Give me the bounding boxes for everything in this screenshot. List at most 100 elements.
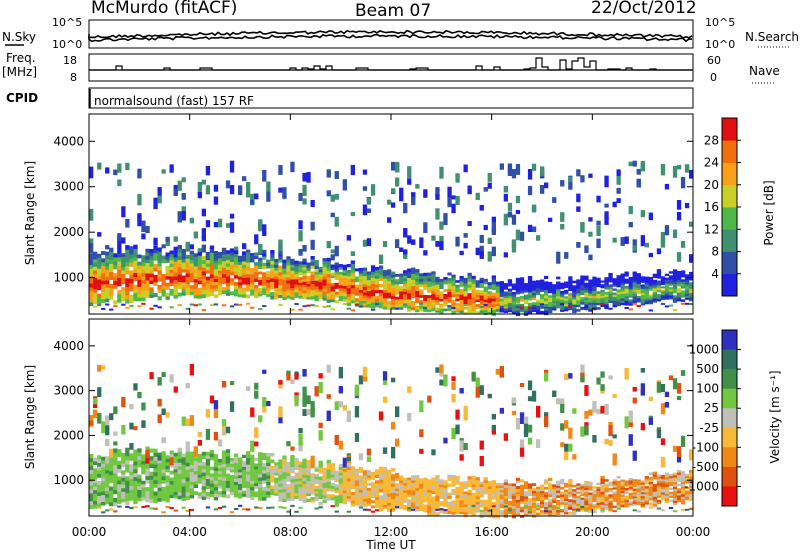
heat-cell <box>382 475 388 479</box>
heat-cell <box>254 471 259 475</box>
heat-cell <box>572 305 577 307</box>
heat-cell <box>93 255 98 260</box>
heat-cell <box>310 280 315 285</box>
heat-cell <box>443 487 448 491</box>
heat-cell <box>463 285 468 289</box>
heat-cell <box>407 299 412 303</box>
heat-cell <box>205 252 211 260</box>
heat-cell <box>676 382 682 394</box>
heat-cell <box>217 476 223 480</box>
heat-cell <box>451 285 456 289</box>
heat-cell <box>640 290 645 294</box>
heat-cell <box>242 493 247 497</box>
heat-cell <box>342 482 347 486</box>
heat-cell <box>584 491 589 495</box>
heat-cell <box>423 222 428 233</box>
heat-cell <box>366 208 372 213</box>
heat-cell <box>435 276 440 280</box>
heat-cell <box>113 489 118 495</box>
heat-cell <box>552 491 557 494</box>
heat-cell <box>644 300 649 303</box>
heat-cell <box>519 484 525 488</box>
heat-cell <box>572 497 577 501</box>
heat-cell <box>201 263 206 268</box>
heat-cell <box>536 507 541 511</box>
heat-cell <box>185 481 190 485</box>
heat-cell <box>137 482 142 487</box>
heat-cell <box>338 277 343 281</box>
heat-cell <box>431 271 436 275</box>
heat-cell <box>262 369 267 374</box>
heat-cell <box>568 489 573 492</box>
heat-cell <box>487 496 492 500</box>
heat-cell <box>536 303 541 306</box>
heat-cell <box>475 488 480 491</box>
heat-cell <box>636 501 641 504</box>
heat-cell <box>423 487 428 491</box>
heat-cell <box>491 298 496 302</box>
heat-cell <box>234 466 239 470</box>
heat-cell <box>523 501 529 504</box>
heat-cell <box>205 465 211 469</box>
heat-cell <box>616 294 621 297</box>
heat-cell <box>463 293 468 297</box>
heat-cell <box>314 265 319 269</box>
heat-cell <box>644 302 649 305</box>
heat-cell <box>439 501 444 504</box>
heat-cell <box>181 292 186 296</box>
heat-cell <box>648 294 653 297</box>
heat-cell <box>407 484 412 488</box>
heat-cell <box>616 296 621 300</box>
heat-cell <box>181 482 186 487</box>
heat-cell <box>250 464 255 468</box>
heat-cell <box>660 294 666 297</box>
heat-cell <box>572 299 577 302</box>
heat-cell <box>382 306 388 310</box>
heat-cell <box>523 283 529 286</box>
heat-cell <box>366 277 372 281</box>
heat-cell <box>415 498 420 502</box>
heat-cell <box>197 294 202 299</box>
heat-cell <box>680 299 686 302</box>
heat-cell <box>197 192 202 199</box>
heat-cell <box>246 280 251 285</box>
heat-cell <box>173 495 178 499</box>
heat-cell <box>652 286 657 289</box>
heat-cell <box>560 398 565 404</box>
heat-cell <box>121 260 126 264</box>
heat-cell <box>137 275 142 280</box>
heat-cell <box>213 480 219 484</box>
heat-cell <box>423 272 428 276</box>
heat-cell <box>346 495 351 499</box>
colorbar-swatch <box>722 427 737 448</box>
heat-cell <box>298 495 303 499</box>
heat-cell <box>536 512 541 516</box>
heat-cell <box>370 487 376 491</box>
heat-cell <box>326 462 331 467</box>
heat-cell <box>310 455 315 468</box>
heat-cell <box>254 271 259 276</box>
heat-cell <box>511 493 517 497</box>
heat-cell <box>664 474 670 478</box>
heat-cell <box>201 228 206 239</box>
heat-cell <box>129 274 134 279</box>
heat-cell <box>391 295 396 299</box>
heat-cell <box>189 494 194 499</box>
heat-cell <box>689 278 694 281</box>
heat-cell <box>298 472 303 476</box>
heat-cell <box>161 281 166 286</box>
heat-cell <box>153 245 158 250</box>
heat-cell <box>346 302 351 306</box>
heat-cell <box>137 463 142 468</box>
heat-cell <box>689 491 694 495</box>
heat-cell <box>568 283 573 287</box>
heat-cell <box>201 244 206 249</box>
heat-cell <box>467 497 472 501</box>
heat-cell <box>455 481 460 485</box>
heat-cell <box>423 303 428 307</box>
heat-cell <box>572 454 577 460</box>
heat-cell <box>290 258 295 262</box>
heat-cell <box>185 276 190 281</box>
heat-cell <box>326 296 331 300</box>
heat-cell <box>234 271 239 276</box>
